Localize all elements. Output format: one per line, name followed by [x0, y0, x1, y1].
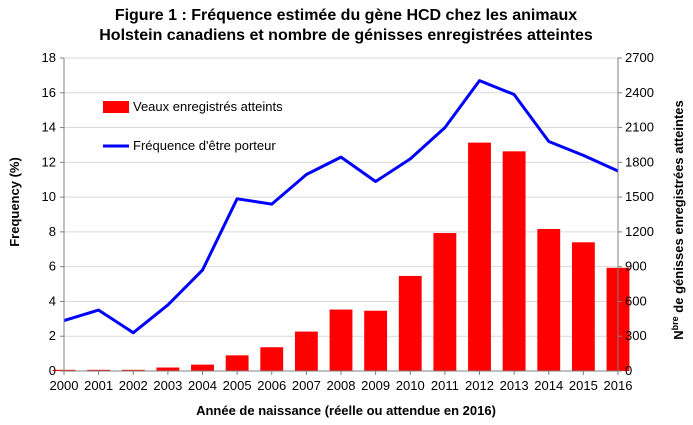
x-tick-label-2015: 2015 [569, 378, 598, 393]
y-right-tick-label-3: 900 [625, 259, 647, 274]
x-tick-label-2005: 2005 [223, 378, 252, 393]
chart-title-line-2: Holstein canadiens et nombre de génisses… [99, 27, 593, 44]
y-right-tick-label-0: 0 [625, 363, 632, 378]
y-axis-right-title-rest: de génisses enregistrées atteintes [671, 100, 686, 316]
y-left-tick-label-7: 14 [42, 120, 56, 135]
y-left-tick-label-5: 10 [42, 189, 56, 204]
y-left-tick-label-4: 8 [49, 224, 56, 239]
x-tick-label-2010: 2010 [396, 378, 425, 393]
x-tick-label-2008: 2008 [327, 378, 356, 393]
bar-2009 [364, 311, 387, 371]
y-left-tick-label-0: 0 [49, 363, 56, 378]
x-tick-label-2009: 2009 [361, 378, 390, 393]
x-tick-label-2014: 2014 [534, 378, 563, 393]
bar-2003 [156, 368, 179, 371]
bar-2007 [295, 332, 318, 371]
y-right-tick-label-5: 1500 [625, 189, 654, 204]
line-series [64, 81, 618, 333]
y-right-tick-label-9: 2700 [625, 50, 654, 65]
y-right-tick-label-6: 1800 [625, 154, 654, 169]
bar-2005 [226, 355, 249, 371]
x-tick-label-2007: 2007 [292, 378, 321, 393]
x-tick-label-2000: 2000 [50, 378, 79, 393]
y-left-tick-label-9: 18 [42, 50, 56, 65]
legend: Veaux enregistrés atteints Fréquence d'ê… [103, 99, 283, 153]
bar-2012 [468, 143, 491, 371]
x-axis-title: Année de naissance (réelle ou attendue e… [196, 403, 496, 418]
bar-2008 [330, 310, 353, 371]
y-axis-left-title: Frequency (%) [7, 157, 22, 247]
y-right-tick-label-1: 300 [625, 328, 647, 343]
y-left-tick-label-6: 12 [42, 154, 56, 169]
y-left-tick-label-1: 2 [49, 328, 56, 343]
bar-2006 [260, 347, 283, 371]
bar-series [53, 143, 630, 371]
y-left-tick-label-3: 6 [49, 259, 56, 274]
bar-2014 [537, 229, 560, 371]
x-tick-label-2002: 2002 [119, 378, 148, 393]
legend-label-bar: Veaux enregistrés atteints [133, 99, 283, 114]
legend-swatch-bar [103, 101, 129, 113]
x-tick-label-2001: 2001 [84, 378, 113, 393]
y-axis-right-title: Nbre de génisses enregistrées atteintes [670, 100, 686, 339]
y-axis-right-title-sup: bre [670, 316, 680, 330]
y-left-tick-label-8: 16 [42, 85, 56, 100]
y-right-tick-label-4: 1200 [625, 224, 654, 239]
bar-2011 [433, 233, 456, 371]
y-right-tick-label-2: 600 [625, 293, 647, 308]
y-left-tick-label-2: 4 [49, 293, 56, 308]
legend-label-line: Fréquence d'être porteur [133, 138, 276, 153]
bar-2004 [191, 365, 214, 371]
x-tick-label-2016: 2016 [604, 378, 633, 393]
x-tick-label-2004: 2004 [188, 378, 217, 393]
x-tick-label-2003: 2003 [153, 378, 182, 393]
x-tick-label-2006: 2006 [257, 378, 286, 393]
bar-2015 [572, 242, 595, 371]
line-frequence [64, 81, 618, 333]
x-tick-label-2012: 2012 [465, 378, 494, 393]
bar-2013 [503, 151, 526, 371]
bar-2010 [399, 276, 422, 371]
y-axis-right-title-prefix: N [671, 330, 686, 339]
y-right-tick-label-8: 2400 [625, 85, 654, 100]
x-tick-label-2011: 2011 [431, 378, 459, 393]
chart-title-line-1: Figure 1 : Fréquence estimée du gène HCD… [115, 7, 577, 24]
x-tick-label-2013: 2013 [500, 378, 529, 393]
y-right-tick-label-7: 2100 [625, 120, 654, 135]
